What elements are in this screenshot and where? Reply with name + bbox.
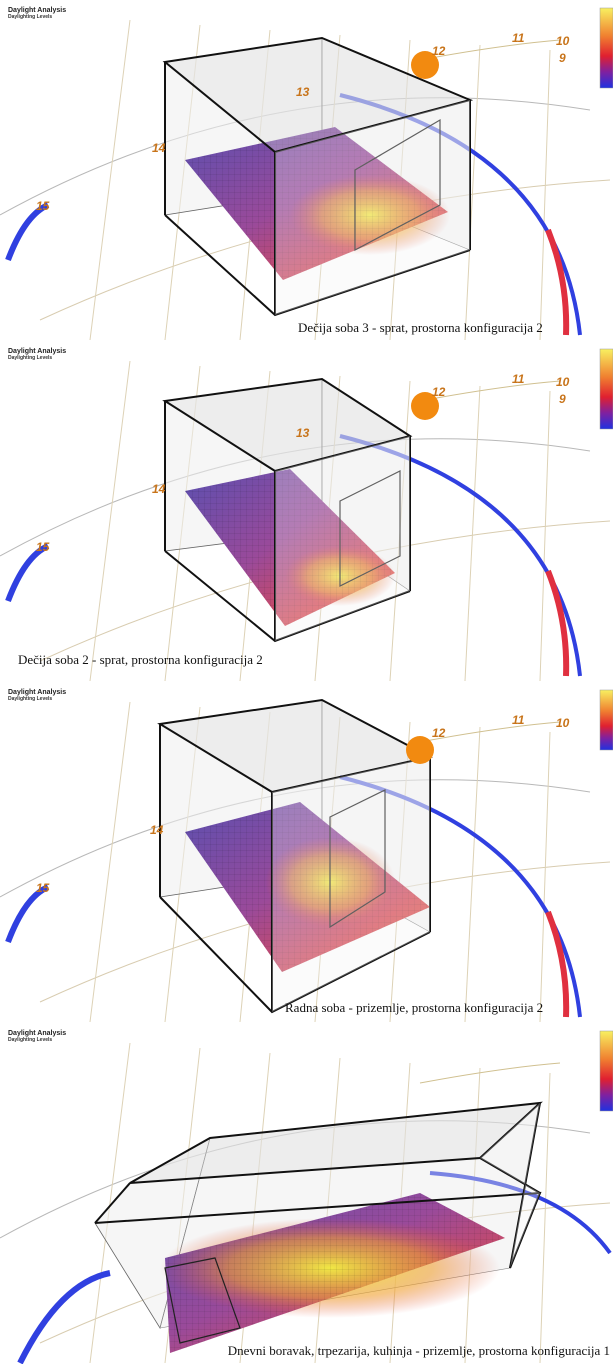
panel-subtitle: Daylighting Levels — [8, 14, 52, 20]
hour-label: 13 — [296, 85, 310, 99]
panel-subtitle: Daylighting Levels — [8, 696, 52, 702]
panel-title: Daylight Analysis — [8, 7, 66, 14]
sun-line — [540, 391, 550, 681]
hour-label: 13 — [296, 426, 310, 440]
sun — [406, 736, 434, 764]
hour-label: 10 — [556, 375, 570, 389]
hour-label: 14 — [152, 141, 166, 155]
caption: Dnevni boravak, trpezarija, kuhinja - pr… — [228, 1343, 610, 1358]
hour-label: 14 — [150, 823, 164, 837]
sun-path — [420, 1063, 560, 1083]
blue-arc — [8, 887, 48, 942]
hour-label: 12 — [432, 385, 446, 399]
sun-line — [540, 732, 550, 1022]
sun-line — [465, 727, 480, 1022]
hour-label: 15 — [36, 881, 50, 895]
caption: Radna soba - prizemlje, prostorna konfig… — [285, 1000, 543, 1015]
hour-label: 12 — [432, 44, 446, 58]
hour-label: 10 — [556, 716, 570, 730]
hour-label: 11 — [512, 713, 525, 727]
hour-label: 15 — [36, 199, 50, 213]
color-legend — [600, 690, 613, 750]
hour-label: 11 — [512, 31, 525, 45]
panel-subtitle: Daylighting Levels — [8, 355, 52, 361]
room-front — [272, 757, 430, 1012]
sun-line — [465, 386, 480, 681]
sun-line — [90, 361, 130, 681]
sun-line — [90, 20, 130, 340]
hour-label: 14 — [152, 482, 166, 496]
hour-label: 10 — [556, 34, 570, 48]
sun-line — [540, 50, 550, 340]
panel-title: Daylight Analysis — [8, 1030, 66, 1037]
hour-label: 11 — [512, 372, 525, 386]
hour-label: 15 — [36, 540, 50, 554]
hour-label: 12 — [432, 726, 446, 740]
panel-title: Daylight Analysis — [8, 348, 66, 355]
panel-title: Daylight Analysis — [8, 689, 66, 696]
sun-line — [540, 1073, 550, 1363]
room-front — [275, 436, 410, 641]
figure: Daylight AnalysisDaylighting Levels12111… — [0, 0, 613, 1364]
color-legend — [600, 8, 613, 88]
color-legend — [600, 349, 613, 429]
panel-subtitle: Daylighting Levels — [8, 1037, 52, 1043]
hour-label: 9 — [559, 392, 566, 406]
hour-label: 9 — [559, 51, 566, 65]
sun-line — [90, 702, 130, 1022]
caption: Dečija soba 2 - sprat, prostorna konfigu… — [18, 652, 263, 667]
caption: Dečija soba 3 - sprat, prostorna konfigu… — [298, 320, 543, 335]
blue-arc — [8, 205, 48, 260]
color-legend — [600, 1031, 613, 1111]
blue-arc — [8, 546, 48, 601]
